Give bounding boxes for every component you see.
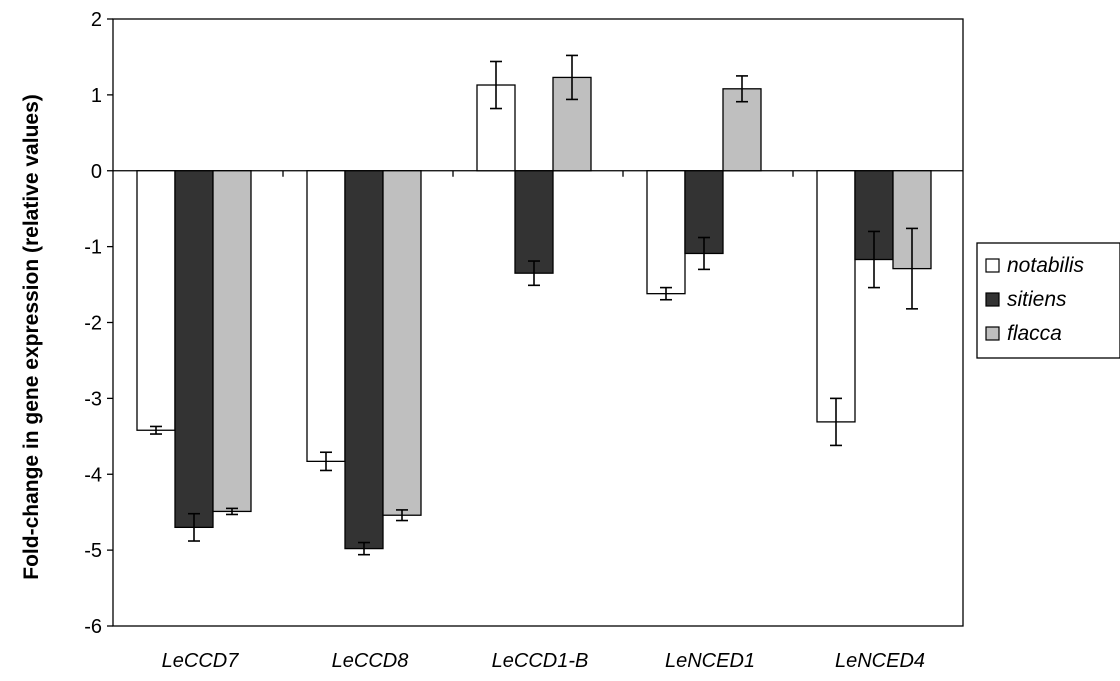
- bar-flacca-LeCCD7: [212, 170, 252, 513]
- x-category-label: LeCCD1-B: [492, 650, 589, 672]
- y-tick-label: -5: [84, 540, 102, 562]
- y-tick-label: -1: [84, 237, 102, 259]
- y-axis-label: Fold-change in gene expression (relative…: [20, 94, 43, 579]
- bar-notabilis-LeNCED4: [816, 170, 856, 423]
- x-category-label: LeNCED1: [665, 650, 755, 672]
- legend-label-notabilis: notabilis: [1007, 254, 1085, 277]
- legend-swatch-sitiens: [985, 292, 1000, 307]
- bar-notabilis-LeNCED1: [646, 170, 686, 295]
- bar-flacca-LeCCD8: [382, 170, 422, 516]
- legend-swatch-notabilis: [985, 258, 1000, 273]
- bar-sitiens-LeCCD1-B: [514, 170, 554, 274]
- bar-notabilis-LeCCD8: [306, 170, 346, 463]
- bar-notabilis-LeCCD7: [136, 170, 176, 431]
- x-category-label: LeNCED4: [835, 650, 925, 672]
- legend-swatch-flacca: [985, 326, 1000, 341]
- x-category-label: LeCCD7: [162, 650, 240, 672]
- legend-box: [976, 242, 1120, 359]
- y-tick-label: -6: [84, 616, 102, 638]
- y-tick-label: -3: [84, 388, 102, 410]
- y-tick-label: 2: [91, 9, 102, 31]
- legend-label-flacca: flacca: [1007, 322, 1062, 345]
- bar-sitiens-LeCCD7: [174, 170, 214, 529]
- x-category-label: LeCCD8: [332, 650, 409, 672]
- y-tick-label: -4: [84, 464, 102, 486]
- y-tick-label: 0: [91, 161, 102, 183]
- y-tick-label: 1: [91, 85, 102, 107]
- bar-sitiens-LeCCD8: [344, 170, 384, 550]
- plot-layer: 2 1 0 -1 -2 -3 -4 -5 -6 LeCCD7 LeCCD8 LeCCD1-B LeNCE…: [84, 9, 964, 672]
- y-tick-label: -2: [84, 313, 102, 335]
- legend-label-sitiens: sitiens: [1007, 288, 1067, 311]
- legend: notabilis sitiens flacca: [976, 242, 1120, 359]
